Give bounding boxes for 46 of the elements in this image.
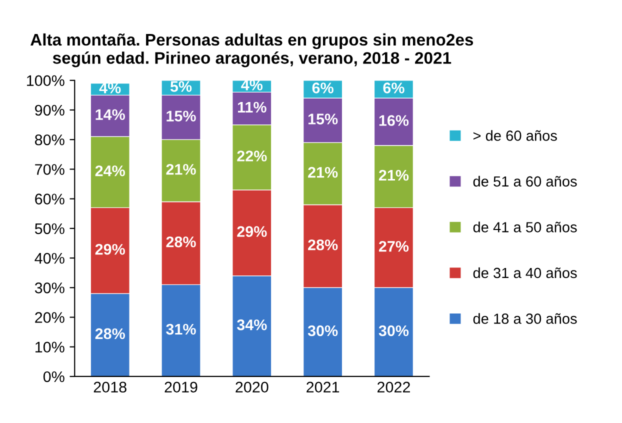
legend-label: de 18 a 30 años — [473, 313, 577, 324]
legend-label: de 31 a 40 años — [473, 267, 577, 278]
x-tick-label: 2019 — [164, 382, 198, 393]
y-tick-label: 70% — [35, 164, 64, 175]
data-label: 6% — [383, 82, 404, 94]
y-tick-label: 30% — [34, 282, 64, 294]
data-label: 30% — [378, 325, 409, 336]
data-label: 21% — [166, 164, 196, 175]
data-label: 15% — [308, 114, 338, 124]
data-label: 28% — [95, 328, 125, 340]
y-tick-label: 50% — [34, 223, 64, 234]
data-label: 29% — [237, 226, 267, 237]
y-tick-label: 60% — [35, 194, 64, 204]
y-tick-label: 80% — [35, 134, 64, 146]
data-label: 28% — [166, 236, 196, 248]
x-tick-label: 2022 — [378, 382, 410, 393]
chart-title: Alta montaña. Personas adultas en grupos sin meno2es según edad. Pirineo aragonés, verano, 2018 - 2021 — [30, 33, 474, 68]
y-tick-label: 20% — [35, 312, 64, 323]
data-label: 29% — [95, 244, 125, 255]
data-label: 34% — [236, 319, 267, 330]
legend-label: > de 60 años — [473, 130, 557, 141]
data-label: 28% — [308, 239, 338, 250]
x-tick-label: 2021 — [306, 382, 340, 393]
data-label: 4% — [241, 80, 263, 90]
y-tick-label: 100% — [27, 75, 64, 86]
data-label: 30% — [308, 325, 338, 336]
data-label: 31% — [166, 324, 196, 335]
legend-label: de 51 a 60 años — [473, 176, 577, 187]
data-label: 5% — [170, 81, 192, 92]
data-label: 16% — [379, 115, 409, 126]
data-label: 22% — [237, 150, 267, 162]
y-tick-label: 90% — [35, 104, 64, 116]
data-label: 21% — [308, 166, 338, 178]
data-label: 6% — [312, 82, 334, 94]
data-label: 14% — [96, 109, 125, 120]
legend-label: de 41 a 50 años — [473, 222, 577, 232]
data-label: 11% — [238, 102, 266, 113]
x-tick-label: 2020 — [236, 382, 268, 393]
y-tick-label: 40% — [34, 252, 64, 264]
data-label: 21% — [378, 170, 409, 181]
data-label: 15% — [166, 110, 196, 122]
data-label: 27% — [378, 240, 409, 252]
x-tick-label: 2018 — [94, 382, 126, 393]
data-label: 24% — [95, 165, 125, 176]
y-tick-label: 10% — [36, 342, 64, 353]
y-tick-label: 0% — [43, 371, 64, 382]
